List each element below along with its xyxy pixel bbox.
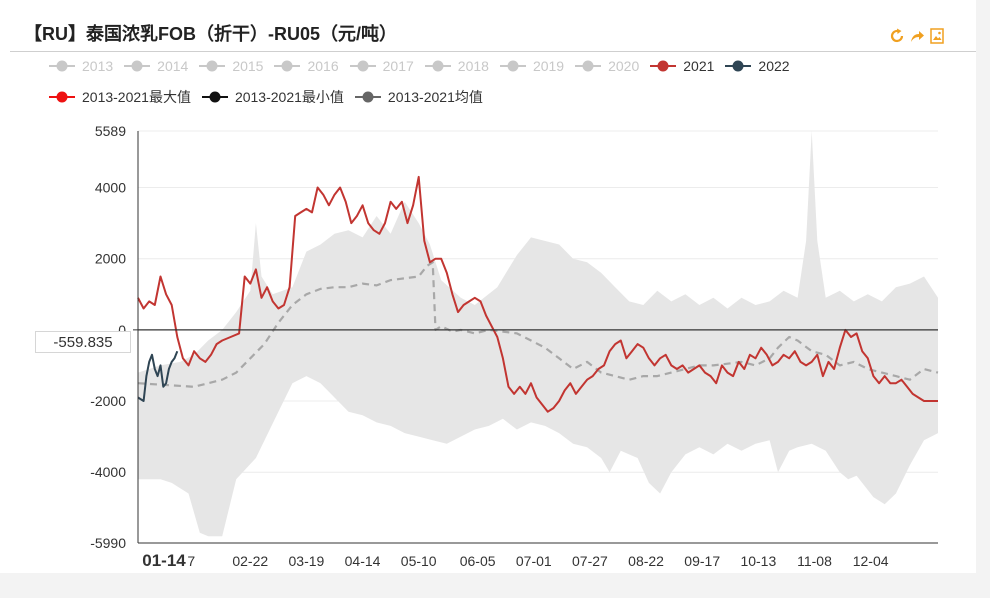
y-tick-label: 0 bbox=[118, 322, 126, 338]
x-tick-label: 06-05 bbox=[460, 553, 496, 569]
legend-label: 2015 bbox=[232, 58, 264, 74]
legend-item[interactable]: 2013-2021最小值 bbox=[201, 87, 344, 107]
legend-marker-icon bbox=[199, 60, 226, 72]
legend-marker-icon bbox=[725, 60, 752, 72]
x-tick-label: 02-22 bbox=[232, 553, 268, 569]
legend-marker-icon bbox=[201, 91, 228, 103]
legend-item[interactable]: 2019 bbox=[499, 58, 564, 74]
x-tick-label: 05-10 bbox=[401, 553, 437, 569]
y-tick-label: 4000 bbox=[95, 180, 126, 196]
legend-item[interactable]: 2015 bbox=[198, 58, 263, 74]
legend-label: 2013-2021最大值 bbox=[82, 89, 191, 105]
x-tick-label: 04-14 bbox=[345, 553, 381, 569]
x-axis-pointer-label: 01-14 bbox=[142, 551, 186, 570]
legend-row-years: 2013 2014 2015 2016 2017 2018 2019 2020 2021 2022 bbox=[48, 58, 800, 74]
x-tick-label: 03-19 bbox=[289, 553, 325, 569]
y-tick-label: -2000 bbox=[90, 393, 126, 409]
legend-label: 2013-2021均值 bbox=[387, 89, 483, 105]
legend-marker-icon bbox=[499, 60, 526, 72]
legend-label: 2019 bbox=[532, 58, 565, 74]
series-line-2022 bbox=[137, 350, 179, 402]
series-line-2013-2021均值 bbox=[137, 261, 939, 388]
title-divider bbox=[10, 51, 976, 52]
legend-item[interactable]: 2018 bbox=[424, 58, 489, 74]
legend-item[interactable]: 2014 bbox=[123, 58, 188, 74]
legend-item[interactable]: 2021 bbox=[649, 58, 714, 74]
legend-item[interactable]: 2020 bbox=[574, 58, 639, 74]
max-min-band-area bbox=[138, 131, 938, 537]
y-tick-label: -4000 bbox=[90, 464, 126, 480]
legend-label: 2021 bbox=[683, 58, 715, 74]
legend-label: 2017 bbox=[382, 58, 414, 74]
refresh-icon[interactable] bbox=[889, 28, 905, 44]
legend-label: 2013-2021最小值 bbox=[234, 89, 344, 105]
legend-item[interactable]: 2017 bbox=[349, 58, 414, 74]
legend-label: 2013 bbox=[82, 58, 114, 74]
legend-item[interactable]: 2013 bbox=[48, 58, 113, 74]
legend-marker-icon bbox=[354, 91, 381, 103]
legend-marker-icon bbox=[650, 60, 677, 72]
legend-label: 2022 bbox=[758, 58, 790, 74]
toolbar bbox=[889, 28, 945, 44]
legend-item[interactable]: 2013-2021均值 bbox=[354, 87, 483, 107]
series-line-2021 bbox=[137, 175, 938, 413]
legend-marker-icon bbox=[49, 60, 75, 72]
share-icon[interactable] bbox=[909, 28, 925, 44]
legend-label: 2016 bbox=[307, 58, 339, 74]
x-tick-label: 07-01 bbox=[516, 553, 552, 569]
legend-marker-icon bbox=[274, 60, 301, 72]
legend-marker-icon bbox=[349, 60, 376, 72]
legend-row-stats: 2013-2021最大值 2013-2021最小值 2013-2021均值 bbox=[48, 87, 493, 107]
y-tick-label: -5990 bbox=[90, 535, 126, 551]
x-tick-label: 09-17 bbox=[684, 553, 720, 569]
legend-label: 2020 bbox=[608, 58, 640, 74]
x-tick-label: 10-13 bbox=[740, 553, 776, 569]
legend-item[interactable]: 2016 bbox=[273, 58, 339, 74]
x-tick-label: 7 bbox=[187, 553, 195, 569]
legend-marker-icon bbox=[49, 91, 75, 103]
legend-label: 2014 bbox=[157, 58, 189, 74]
legend-item[interactable]: 2013-2021最大值 bbox=[48, 87, 191, 107]
save-image-icon[interactable] bbox=[929, 28, 945, 44]
page-title: 【RU】泰国浓乳FOB（折干）-RU05（元/吨） bbox=[24, 24, 398, 44]
legend-item[interactable]: 2022 bbox=[724, 58, 790, 74]
y-tick-label: 5589 bbox=[95, 123, 126, 139]
x-tick-label: 08-22 bbox=[628, 553, 664, 569]
legend-marker-icon bbox=[124, 60, 151, 72]
x-tick-label: 07-27 bbox=[572, 553, 608, 569]
x-tick-label: 12-04 bbox=[853, 553, 889, 569]
axis-pointer-y-label: -559.835 bbox=[35, 331, 131, 353]
y-tick-label: 2000 bbox=[95, 251, 126, 267]
x-tick-label: 11-08 bbox=[797, 553, 832, 569]
legend-label: 2018 bbox=[457, 58, 489, 74]
legend-marker-icon bbox=[424, 60, 451, 72]
legend-marker-icon bbox=[575, 60, 602, 72]
